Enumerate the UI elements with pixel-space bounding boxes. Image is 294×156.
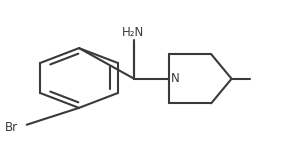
Text: Br: Br: [5, 121, 18, 134]
Text: H₂N: H₂N: [122, 26, 144, 39]
Text: N: N: [171, 71, 179, 85]
